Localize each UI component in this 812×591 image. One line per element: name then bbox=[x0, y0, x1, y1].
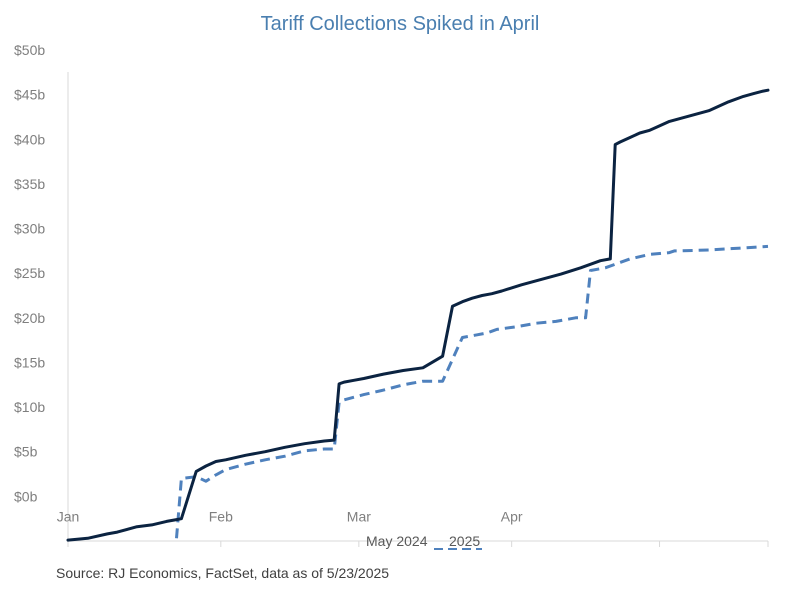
x-tick-label: Feb bbox=[209, 508, 233, 524]
x-axis: Jan Feb Mar Apr bbox=[57, 508, 769, 547]
x-tick-label: Apr bbox=[501, 508, 523, 524]
series-layer bbox=[66, 88, 770, 542]
y-tick-label: $25b bbox=[14, 265, 45, 281]
chart-title: Tariff Collections Spiked in April bbox=[261, 13, 540, 35]
y-tick-label: $50b bbox=[14, 42, 45, 58]
y-tick-label: $10b bbox=[14, 399, 45, 415]
x-tick-label: Mar bbox=[347, 508, 371, 524]
y-tick-label: $0b bbox=[14, 488, 38, 504]
legend-label-2024: May 2024 bbox=[366, 533, 428, 549]
y-tick-label: $40b bbox=[14, 131, 45, 147]
source-note: Source: RJ Economics, FactSet, data as o… bbox=[56, 565, 389, 581]
y-tick-label: $5b bbox=[14, 444, 38, 460]
y-tick-label: $45b bbox=[14, 87, 45, 103]
x-tick-label: Jan bbox=[57, 508, 80, 524]
y-tick-label: $30b bbox=[14, 221, 45, 237]
y-tick-label: $20b bbox=[14, 310, 45, 326]
y-tick-label: $35b bbox=[14, 176, 45, 192]
y-tick-label: $15b bbox=[14, 354, 45, 370]
y-axis: $0b $5b $10b $15b $20b $25b $30b $35b $40b $45b $5… bbox=[14, 42, 69, 541]
series-line-2025 bbox=[66, 88, 770, 542]
series-line-2024 bbox=[175, 244, 769, 539]
legend-label-2025: 2025 bbox=[449, 533, 480, 549]
legend: May 2024 2025 bbox=[366, 533, 482, 550]
